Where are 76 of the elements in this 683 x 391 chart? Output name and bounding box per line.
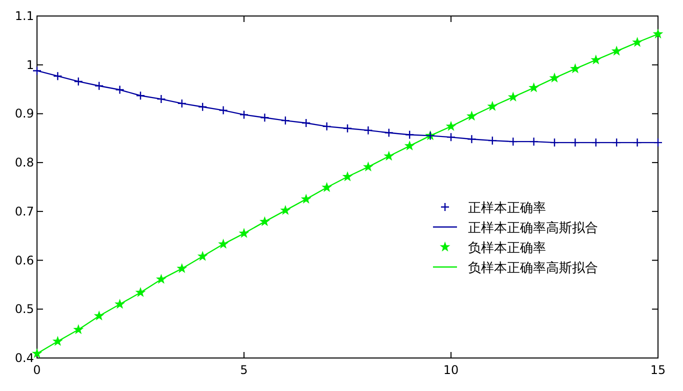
point [364,126,373,135]
point [508,92,518,102]
point [53,71,62,81]
point [467,134,476,144]
point [176,263,188,274]
point [591,138,600,148]
point [115,85,124,94]
point [73,324,84,334]
point [529,136,538,146]
legend-label: 负样本正确率 [468,240,546,256]
point [114,298,126,309]
point [404,140,415,150]
point [32,66,42,76]
point [508,136,518,146]
point [52,336,63,346]
point [259,216,270,226]
point [590,54,602,64]
point [446,132,456,142]
point [322,122,332,132]
point [32,348,42,358]
x-tick-label: 5 [240,363,248,377]
y-tick-label: 1.1 [14,9,34,23]
point [488,136,497,146]
point [362,161,374,172]
point [218,238,229,249]
point [156,274,166,284]
y-tick-label: 0.4 [14,351,34,365]
point [549,72,560,82]
point [322,182,332,192]
point [342,171,353,182]
point [405,130,414,140]
point [74,76,83,86]
point [632,36,643,47]
point [239,110,249,120]
point [466,110,477,121]
point [197,250,208,261]
legend-label: 负样本正确率高斯拟合 [468,260,598,276]
point [198,102,208,112]
point [280,204,291,215]
point [487,100,498,111]
point [135,287,146,297]
point [280,116,290,126]
point [218,106,228,115]
point [612,138,622,148]
x-tick-label: 0 [33,363,41,377]
point [550,138,560,148]
point [302,118,311,128]
y-tick-label: 1 [26,58,34,72]
y-tick-label: 0.8 [14,156,34,170]
point [260,113,270,122]
y-tick-label: 0.7 [14,204,34,218]
point [94,81,104,90]
point [238,228,250,238]
y-tick-label: 0.6 [14,253,34,268]
point [653,138,663,148]
legend-label: 正样本正确率 [468,200,546,216]
point [652,28,664,39]
y-tick-label: 0.5 [14,302,34,316]
point [177,98,186,108]
point [156,94,166,104]
point [342,124,352,133]
y-tick-label: 0.9 [14,106,34,121]
legend-label: 正样本正确率高斯拟合 [468,220,598,236]
point [384,150,394,161]
x-tick-label: 10 [443,363,459,377]
point [446,120,456,131]
point [384,128,394,138]
point [528,82,540,92]
x-tick-label: 15 [650,363,666,377]
point [611,46,622,56]
point [570,138,580,148]
point [136,91,146,100]
point [570,63,580,74]
point [94,310,104,320]
point [300,194,312,204]
point [632,138,642,148]
